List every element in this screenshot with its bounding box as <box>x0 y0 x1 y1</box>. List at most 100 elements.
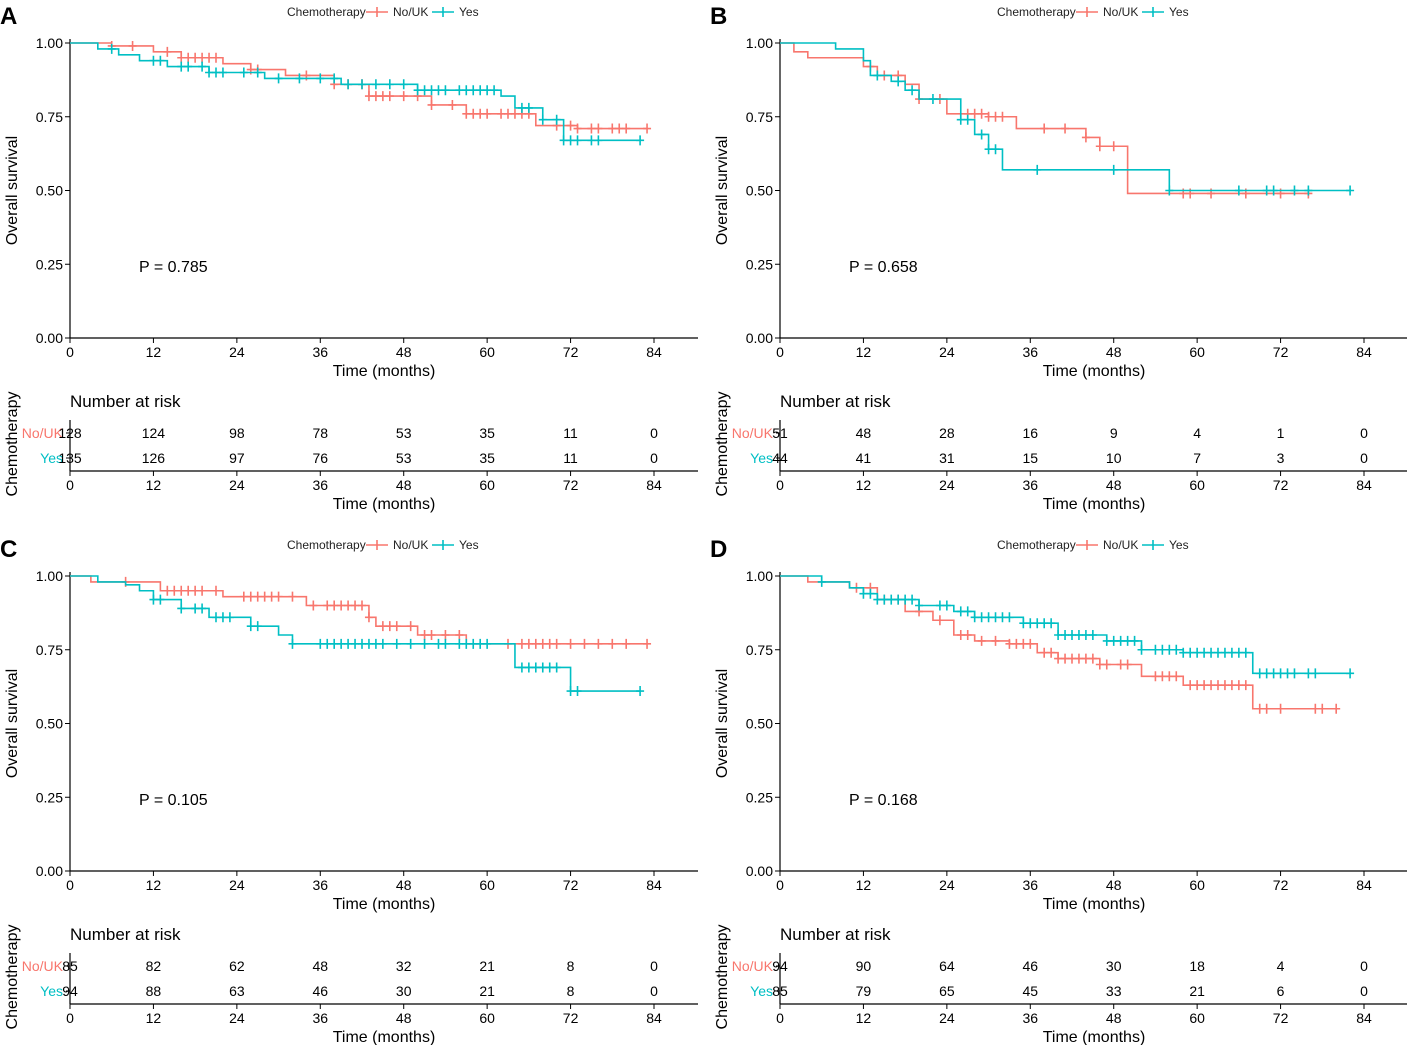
censor-mark <box>1151 671 1160 682</box>
risk-x-tick-label: 36 <box>1022 1010 1038 1026</box>
censor-mark <box>378 91 387 102</box>
x-tick-label: 84 <box>646 344 662 360</box>
censor-mark <box>615 123 624 134</box>
risk-x-tick-label: 72 <box>563 1010 579 1026</box>
censor-mark <box>817 576 826 587</box>
censor-mark <box>399 91 408 102</box>
panel-label: C <box>0 536 17 563</box>
risk-count: 46 <box>312 983 328 999</box>
censor-mark <box>1179 647 1188 658</box>
censor-mark <box>1019 618 1028 629</box>
censor-mark <box>643 123 652 134</box>
censor-mark <box>344 638 353 649</box>
censor-mark <box>1068 653 1076 664</box>
risk-x-tick-label: 84 <box>646 477 662 493</box>
censor-mark <box>517 662 526 673</box>
censor-mark <box>1269 668 1278 679</box>
censor-mark <box>344 600 353 611</box>
censor-mark <box>894 594 903 605</box>
censor-mark <box>859 588 868 599</box>
censor-mark <box>524 638 533 649</box>
censor-mark <box>566 638 575 649</box>
censor-mark <box>928 94 937 105</box>
y-tick-label: 1.00 <box>36 568 63 584</box>
risk-x-tick-label: 0 <box>66 477 74 493</box>
legend-item-yes: Yes <box>1169 5 1189 19</box>
censor-mark <box>1074 653 1083 664</box>
y-tick-label: 0.00 <box>746 330 773 346</box>
censor-mark <box>1186 680 1195 691</box>
risk-count: 35 <box>479 450 495 466</box>
censor-mark <box>977 129 986 140</box>
y-tick-label: 0.25 <box>746 256 773 272</box>
risk-count: 35 <box>479 425 495 441</box>
censor-mark <box>1234 647 1243 658</box>
censor-mark <box>1193 680 1202 691</box>
censor-mark <box>566 686 575 697</box>
censor-mark <box>163 46 172 57</box>
risk-count: 64 <box>939 958 955 974</box>
y-tick-label: 0.25 <box>36 789 63 805</box>
risk-x-axis-title: Time (months) <box>1043 1029 1146 1045</box>
censor-mark <box>274 591 283 602</box>
censor-mark <box>1047 618 1056 629</box>
x-tick-label: 0 <box>776 344 784 360</box>
legend-title: Chemotherapy <box>997 538 1076 552</box>
risk-table-title: Number at risk <box>70 925 181 944</box>
risk-count: 8 <box>567 958 575 974</box>
x-tick-label: 12 <box>146 344 162 360</box>
censor-mark <box>1186 647 1195 658</box>
risk-row-label-yes: Yes <box>750 983 773 999</box>
censor-mark <box>559 135 568 146</box>
censor-mark <box>552 114 561 125</box>
censor-mark <box>170 585 179 596</box>
risk-count: 76 <box>312 450 328 466</box>
censor-mark <box>239 591 248 602</box>
censor-mark <box>476 108 485 119</box>
x-tick-label: 60 <box>1189 344 1205 360</box>
censor-mark <box>524 662 533 673</box>
censor-mark <box>156 55 165 66</box>
x-axis-title: Time (months) <box>333 896 436 913</box>
risk-count: 41 <box>856 450 872 466</box>
censor-mark <box>1047 647 1056 658</box>
x-tick-label: 36 <box>312 877 328 893</box>
censor-mark <box>184 585 193 596</box>
censor-mark <box>462 638 471 649</box>
legend: Chemotherapy No/UK Yes <box>287 5 479 19</box>
risk-x-tick-label: 0 <box>66 1010 74 1026</box>
censor-mark <box>1054 653 1063 664</box>
censor-mark <box>1172 644 1181 655</box>
censor-mark <box>358 638 366 649</box>
risk-x-tick-label: 48 <box>1106 1010 1122 1026</box>
censor-mark <box>1255 703 1264 714</box>
risk-row-label-yes: Yes <box>750 450 773 466</box>
y-tick-label: 0.50 <box>746 183 773 199</box>
censor-mark <box>873 70 882 81</box>
y-axis-title: Overall survival <box>4 136 21 245</box>
legend-item-no-uk: No/UK <box>393 5 428 19</box>
risk-count: 16 <box>1022 425 1038 441</box>
censor-mark <box>1346 185 1355 196</box>
censor-mark <box>1165 644 1174 655</box>
censor-mark <box>1165 185 1174 196</box>
censor-mark <box>469 638 478 649</box>
risk-x-tick-label: 84 <box>1356 477 1372 493</box>
x-axis-title: Time (months) <box>333 363 436 380</box>
censor-mark <box>177 52 186 63</box>
censor-mark <box>1109 164 1118 175</box>
censor-mark <box>309 600 318 611</box>
x-tick-label: 36 <box>312 344 328 360</box>
risk-count: 82 <box>146 958 162 974</box>
censor-mark <box>323 600 332 611</box>
censor-mark <box>970 108 979 119</box>
risk-count: 21 <box>1189 983 1205 999</box>
censor-mark <box>1005 612 1014 623</box>
censor-mark <box>573 686 582 697</box>
censor-mark <box>378 638 387 649</box>
censor-mark <box>1026 618 1035 629</box>
risk-count: 31 <box>939 450 955 466</box>
censor-mark <box>1214 680 1222 691</box>
censor-mark <box>358 600 366 611</box>
